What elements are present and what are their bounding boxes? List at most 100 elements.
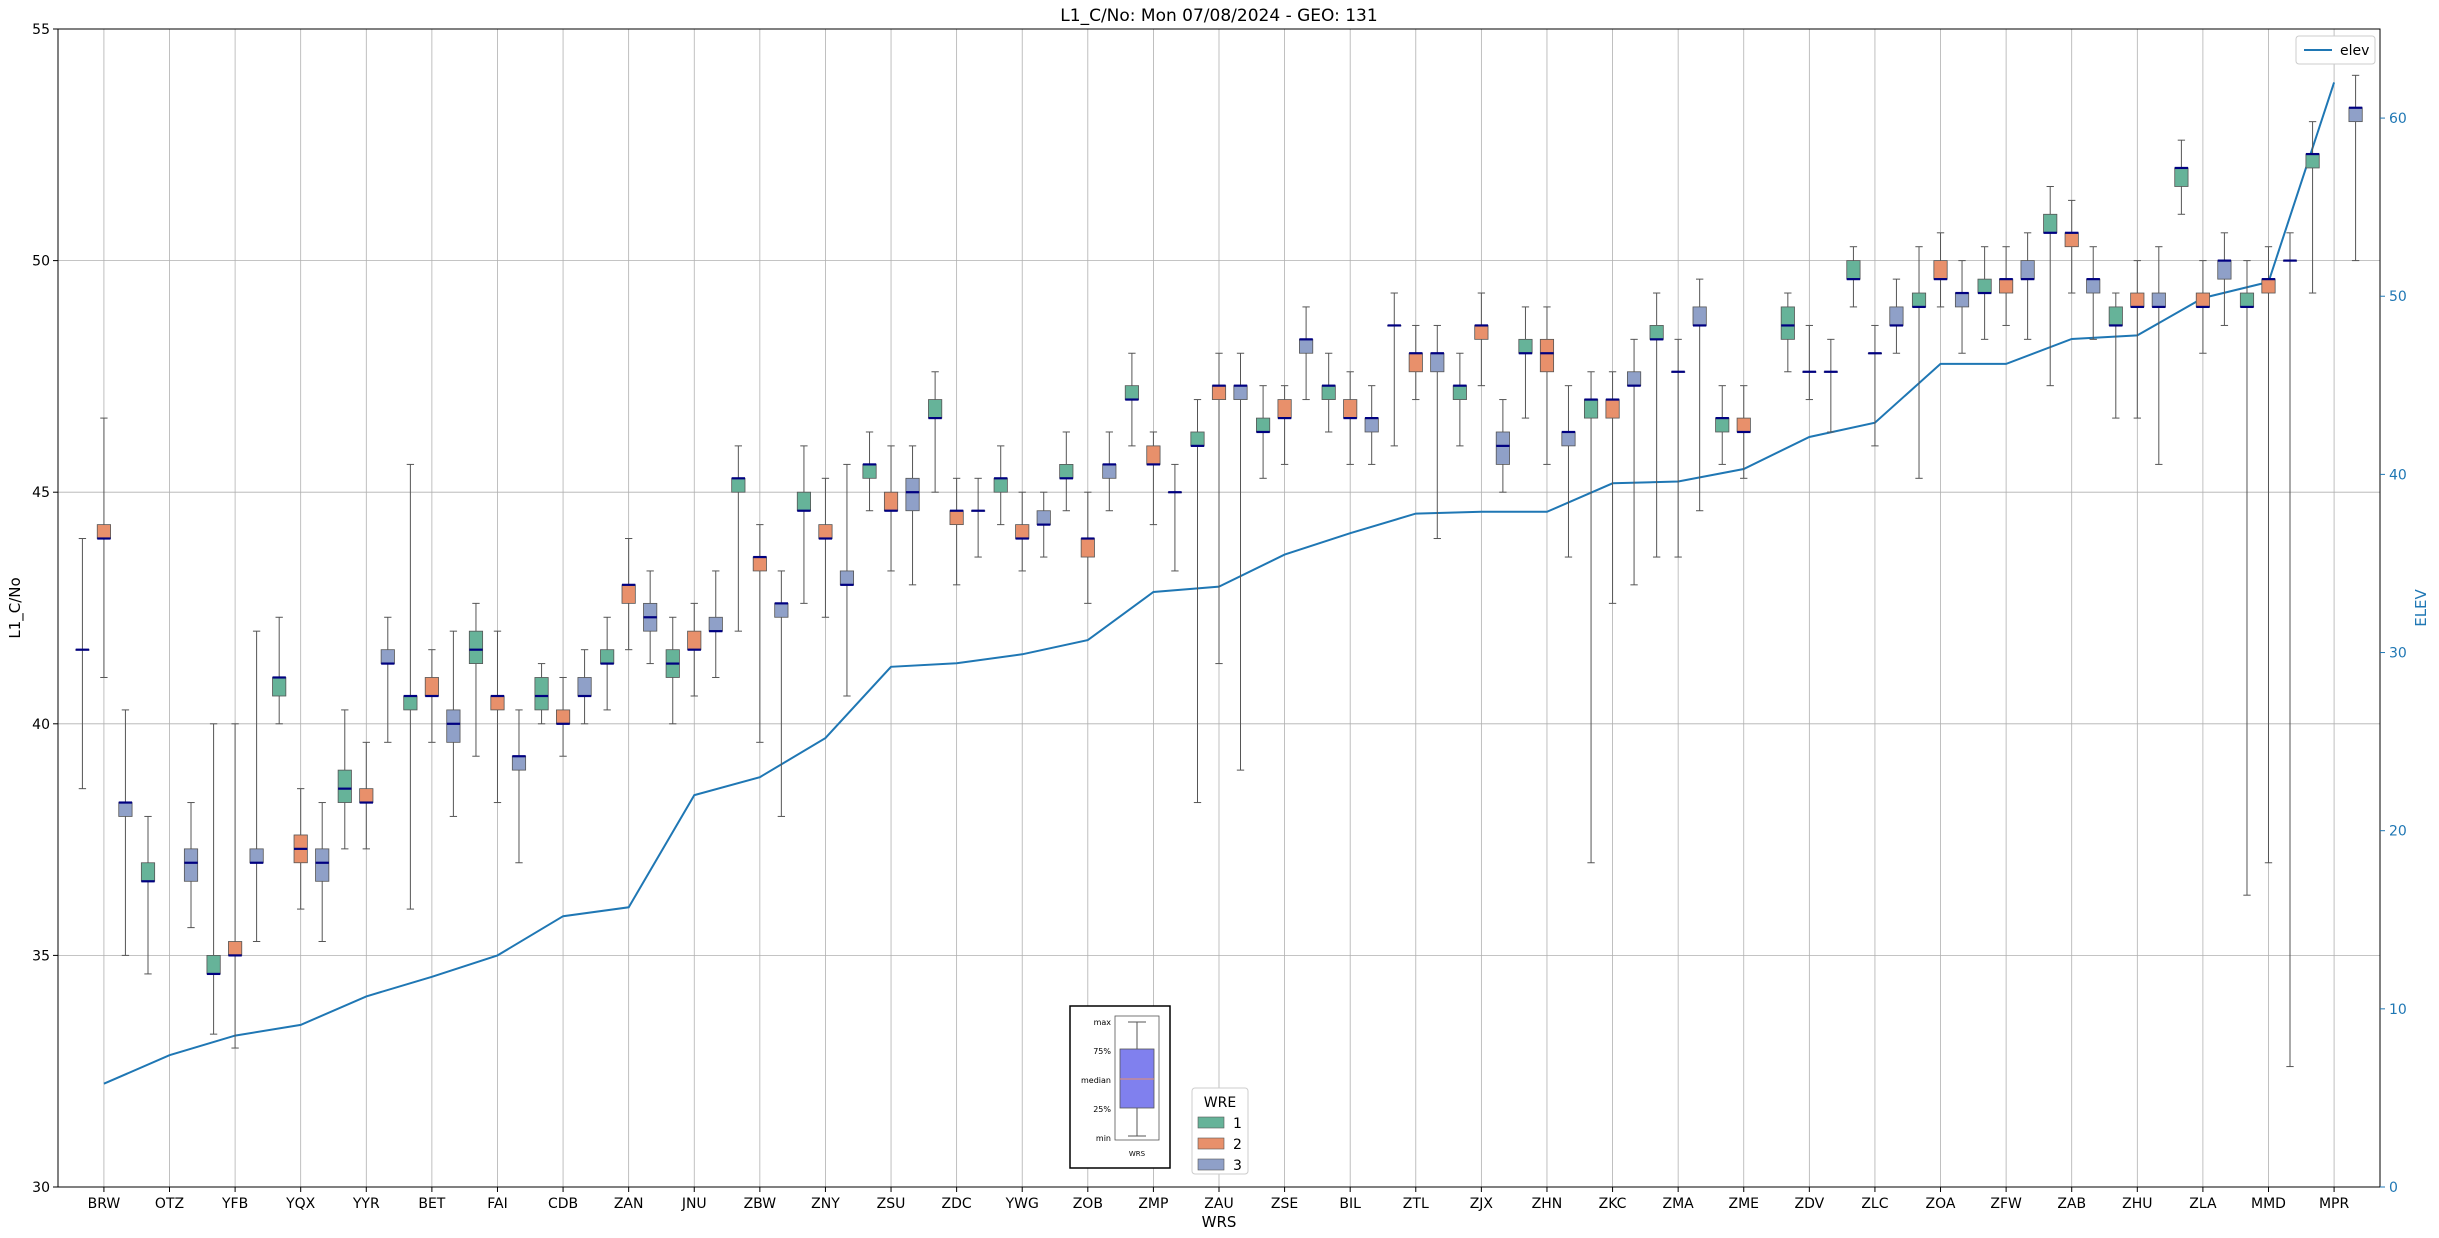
- box-iqr: [556, 709, 571, 725]
- x-tick-label: YFB: [221, 1196, 248, 1212]
- x-tick-label: YQX: [285, 1196, 316, 1212]
- box-iqr: [446, 709, 461, 743]
- box-iqr: [2261, 278, 2276, 294]
- x-tick-label: ZNY: [811, 1196, 840, 1212]
- box-plot-ZFW-wre2: [1999, 246, 2014, 326]
- box-plot-BET-wre3: [446, 630, 461, 817]
- box-plot-ZOA-wre3: [1954, 260, 1970, 354]
- box-iqr: [2020, 260, 2035, 280]
- box-iqr: [1124, 385, 1139, 400]
- box-explainer-min-label: min: [1096, 1134, 1111, 1143]
- box-plot-ZOA-wre2: [1933, 232, 1948, 308]
- box-plot-CDB-wre1: [534, 663, 549, 725]
- box-iqr: [1256, 417, 1271, 433]
- box-iqr: [600, 649, 615, 664]
- x-tick-label: JNU: [681, 1196, 707, 1212]
- box-iqr: [534, 677, 549, 711]
- box-iqr: [949, 510, 964, 526]
- box-iqr: [2086, 278, 2101, 294]
- box-plot-ZMP-wre1: [1124, 352, 1139, 447]
- box-plot-ZHU-wre2: [2130, 260, 2145, 419]
- x-tick-label: ZFW: [1990, 1196, 2022, 1212]
- wre-legend-label-3: 3: [1233, 1158, 1242, 1174]
- box-plot-OTZ-wre1: [140, 815, 156, 975]
- y2-tick-label: 40: [2389, 467, 2407, 483]
- box-iqr: [1321, 385, 1336, 400]
- box-iqr: [1999, 278, 2014, 294]
- box-iqr: [1036, 510, 1051, 526]
- box-iqr: [1430, 352, 1445, 373]
- box-plot-ZAN-wre1: [600, 616, 615, 711]
- box-plot-ZTL-wre1: [1387, 292, 1402, 447]
- box-plot-ZDC-wre2: [949, 477, 964, 586]
- box-iqr: [1715, 417, 1730, 433]
- box-plot-YWG-wre2: [1015, 491, 1030, 572]
- box-plot-ZTL-wre3: [1430, 324, 1445, 540]
- box-iqr: [183, 848, 199, 882]
- box-plot-marks: [75, 74, 2363, 1068]
- elev-legend-label: elev: [2340, 43, 2369, 59]
- wre-legend-label-2: 2: [1233, 1137, 1242, 1153]
- box-plot-ZHU-wre1: [2108, 292, 2123, 419]
- x-tick-label: ZBW: [744, 1196, 777, 1212]
- box-explainer-median-label: median: [1081, 1076, 1111, 1085]
- box-plot-ZHU-wre3: [2151, 246, 2166, 465]
- box-iqr: [2305, 153, 2320, 169]
- box-plot-ZBW-wre1: [731, 445, 746, 632]
- box-plot-ZJX-wre1: [1452, 352, 1467, 447]
- box-plot-ZMA-wre2: [1671, 338, 1686, 558]
- box-plot-ZHN-wre3: [1561, 385, 1576, 558]
- box-iqr: [687, 630, 702, 651]
- box-iqr: [1408, 352, 1423, 373]
- box-plot-ZHN-wre2: [1539, 306, 1555, 465]
- x-tick-label: ZHN: [1532, 1196, 1563, 1212]
- box-iqr: [839, 570, 855, 586]
- wre-legend: WRE 1 2 3: [1191, 1087, 1249, 1175]
- x-axis-ticks: BRW OTZ YFB YQX YYR BET FAI CDB ZAN JNU ZBW ZNY ZSU Z…: [88, 1187, 2349, 1212]
- chart-title: L1_C/No: Mon 07/08/2024 - GEO: 131: [1060, 6, 1377, 26]
- x-tick-label: ZTL: [1403, 1196, 1429, 1212]
- box-iqr: [621, 584, 636, 604]
- x-tick-label: ZAB: [2057, 1196, 2086, 1212]
- box-iqr: [1102, 464, 1117, 479]
- x-tick-label: BIL: [1339, 1196, 1361, 1212]
- box-plot-YQX-wre3: [315, 802, 330, 943]
- box-iqr: [2195, 292, 2210, 308]
- x-tick-label: ZOB: [1073, 1196, 1103, 1212]
- box-plot-BRW-wre1: [75, 538, 90, 790]
- box-plot-ZAU-wre2: [1211, 352, 1227, 665]
- box-plot-YFB-wre3: [249, 630, 264, 943]
- box-iqr: [731, 477, 746, 493]
- box-plot-ZBW-wre3: [774, 570, 789, 817]
- box-plot-ZSE-wre3: [1299, 306, 1314, 401]
- box-plot-ZBW-wre2: [752, 524, 767, 743]
- box-plot-FAI-wre2: [490, 630, 505, 804]
- x-tick-label: ZJX: [1470, 1196, 1494, 1212]
- box-iqr: [1233, 385, 1248, 400]
- box-plot-BET-wre2: [424, 649, 439, 743]
- box-plot-YFB-wre1: [206, 723, 221, 1035]
- x-tick-label: CDB: [548, 1196, 578, 1212]
- box-plot-ZOB-wre3: [1102, 431, 1117, 512]
- box-iqr: [1846, 260, 1861, 280]
- x-tick-label: ZAN: [614, 1196, 644, 1212]
- box-iqr: [905, 477, 920, 512]
- x-tick-label: ZDV: [1794, 1196, 1824, 1212]
- box-plot-ZKC-wre3: [1626, 338, 1642, 586]
- y2-tick-label: 20: [2389, 824, 2407, 840]
- box-plot-ZLC-wre2: [1867, 324, 1882, 447]
- box-plot-ZMP-wre2: [1146, 431, 1161, 526]
- box-iqr: [337, 769, 352, 803]
- box-iqr: [796, 491, 812, 512]
- box-iqr: [403, 695, 418, 711]
- x-tick-label: OTZ: [155, 1196, 184, 1212]
- elev-legend: elev: [2295, 35, 2376, 65]
- box-iqr: [993, 477, 1008, 493]
- y2-tick-label: 50: [2389, 289, 2407, 305]
- box-plot-ZOB-wre2: [1080, 491, 1095, 604]
- x-tick-label: YWG: [1005, 1196, 1039, 1212]
- box-explainer-legend: max 75% median 25% min WRS: [1069, 1005, 1171, 1169]
- box-plot-ZMA-wre3: [1692, 278, 1707, 512]
- box-iqr: [1561, 431, 1576, 447]
- box-plot-YWG-wre3: [1036, 491, 1051, 558]
